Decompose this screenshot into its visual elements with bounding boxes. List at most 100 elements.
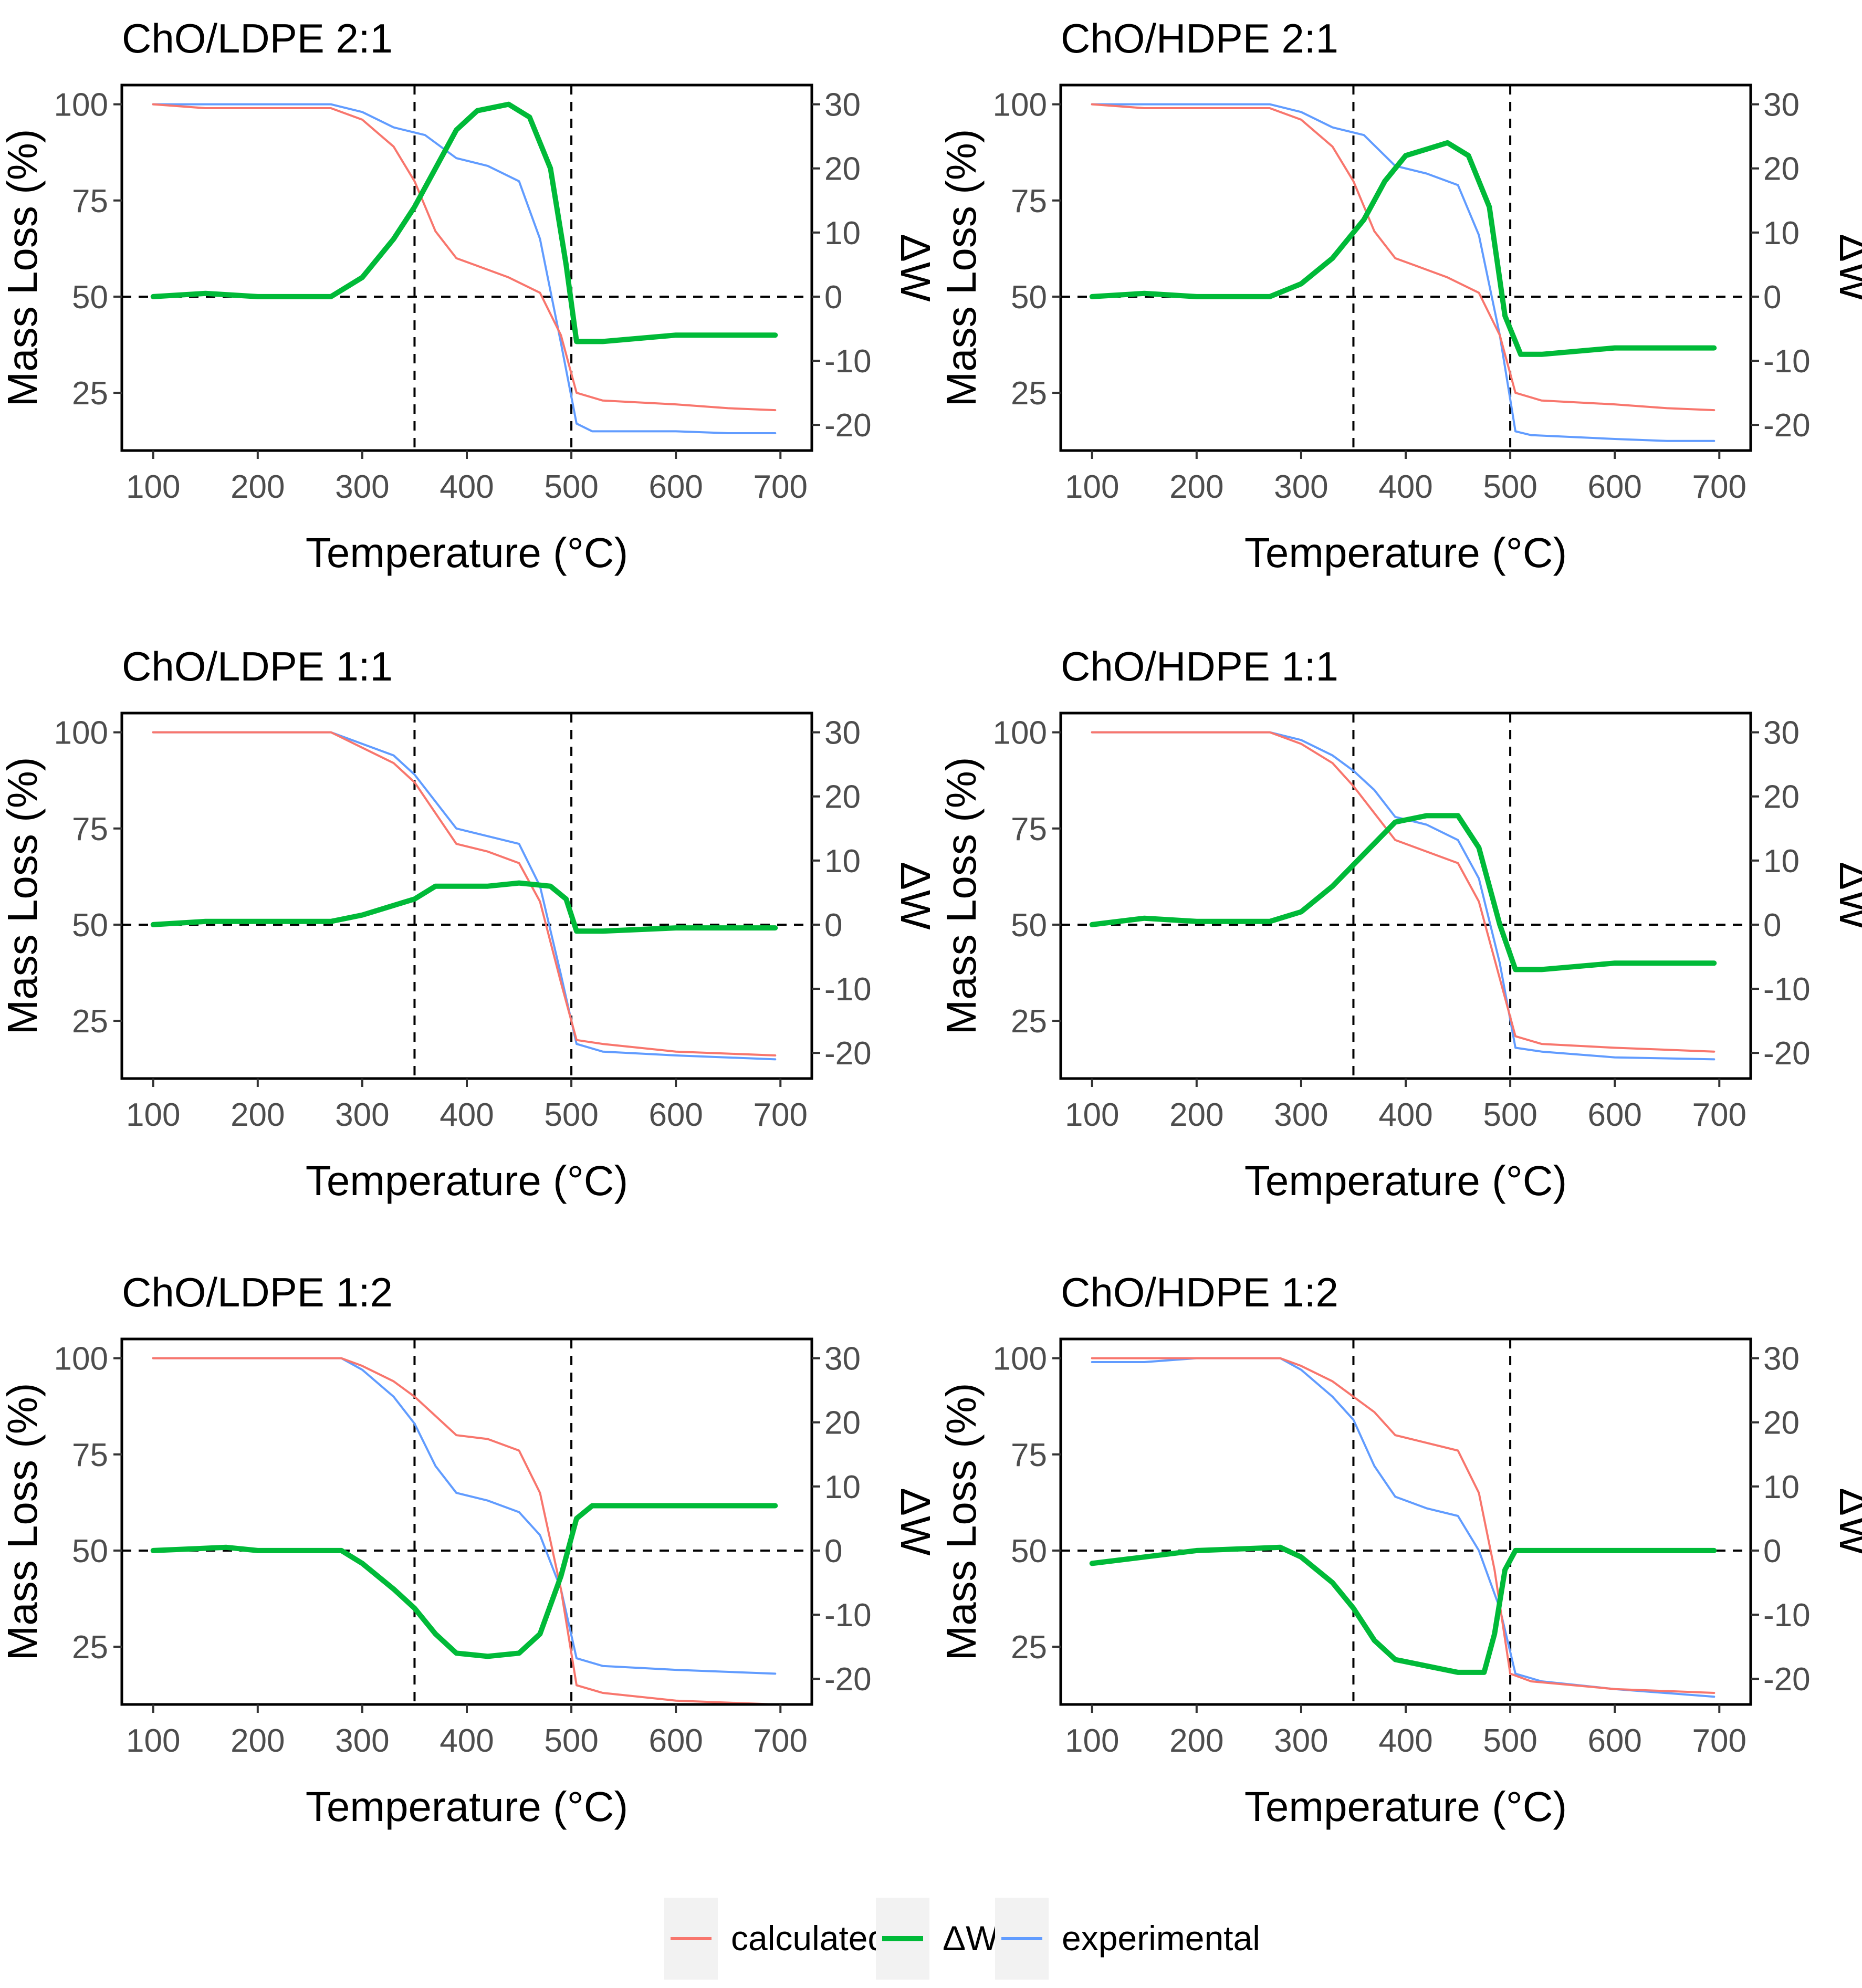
- y2-tick-label: 0: [824, 907, 842, 944]
- y-axis-label: Mass Loss (%): [938, 757, 985, 1035]
- y2-tick-label: 30: [824, 715, 861, 751]
- y-tick-label: 75: [1011, 183, 1047, 219]
- x-tick-label: 500: [1483, 1097, 1537, 1133]
- y2-tick-label: 30: [824, 87, 861, 123]
- x-tick-label: 600: [648, 469, 703, 505]
- panel-title: ChO/HDPE 1:1: [1061, 643, 1338, 689]
- x-tick-label: 300: [1274, 469, 1328, 505]
- series-line-delta-w: [1089, 1544, 1717, 1675]
- x-axis-label: Temperature (°C): [306, 1157, 628, 1204]
- x-axis-label: Temperature (°C): [306, 529, 628, 576]
- y2-tick-label: 30: [1763, 715, 1800, 751]
- y2-tick-label: 30: [1763, 1341, 1800, 1377]
- y-tick-label: 100: [993, 715, 1047, 751]
- x-tick-label: 600: [1587, 1723, 1641, 1759]
- panel-title: ChO/HDPE 1:2: [1061, 1269, 1338, 1315]
- y2-tick-label: 10: [824, 1469, 861, 1505]
- y2-axis-label: ΔW: [1831, 862, 1862, 930]
- y-tick-label: 75: [1011, 811, 1047, 847]
- y2-axis-label: ΔW: [892, 234, 939, 302]
- series-line-delta-w: [150, 1503, 778, 1659]
- x-tick-label: 400: [440, 1723, 494, 1759]
- x-tick-label: 400: [1378, 1097, 1432, 1133]
- legend-item-experimental: experimental: [995, 1898, 1260, 1980]
- y2-tick-label: 0: [824, 279, 842, 316]
- legend: calculated ΔW experimental: [664, 1898, 1260, 1980]
- y-tick-label: 25: [1011, 1003, 1047, 1040]
- y2-axis-label: ΔW: [1831, 234, 1862, 302]
- y-tick-label: 100: [993, 87, 1047, 123]
- y2-tick-label: -20: [824, 1661, 872, 1698]
- x-tick-label: 400: [440, 469, 494, 505]
- y2-tick-label: 10: [824, 215, 861, 252]
- series-line-delta-w: [150, 101, 778, 344]
- legend-label: ΔW: [943, 1919, 999, 1958]
- panel-title: ChO/HDPE 2:1: [1061, 15, 1338, 61]
- y-axis-label: Mass Loss (%): [0, 129, 46, 407]
- x-tick-label: 700: [1692, 469, 1746, 505]
- y-tick-label: 50: [72, 279, 108, 316]
- series-line-experimental: [1091, 731, 1715, 1061]
- y-axis-label: Mass Loss (%): [0, 757, 46, 1035]
- x-tick-label: 500: [1483, 1723, 1537, 1759]
- x-tick-label: 100: [1065, 1723, 1119, 1759]
- y-tick-label: 50: [1011, 1533, 1047, 1570]
- legend-item-delta-w: ΔW: [876, 1898, 999, 1980]
- y2-tick-label: 0: [1763, 1533, 1781, 1570]
- x-tick-label: 100: [126, 469, 180, 505]
- series-line-calculated: [1091, 731, 1715, 1053]
- y-tick-label: 25: [1011, 1629, 1047, 1666]
- x-tick-label: 500: [544, 1097, 598, 1133]
- x-tick-label: 700: [754, 1723, 808, 1759]
- plot-border: [1059, 712, 1752, 1080]
- y2-tick-label: -20: [824, 1035, 872, 1072]
- plot-border: [120, 1337, 813, 1706]
- series-line-experimental: [152, 1357, 777, 1675]
- y2-tick-label: 10: [824, 843, 861, 880]
- series-line-calculated: [1091, 1357, 1715, 1694]
- x-axis-label: Temperature (°C): [1244, 1157, 1567, 1204]
- y2-tick-label: 10: [1763, 843, 1800, 880]
- y-tick-label: 100: [54, 715, 108, 751]
- panel-title: ChO/LDPE 1:1: [122, 643, 393, 689]
- y2-tick-label: 20: [824, 1405, 861, 1441]
- panel-title: ChO/LDPE 2:1: [122, 15, 393, 61]
- x-tick-label: 600: [648, 1097, 703, 1133]
- y-tick-label: 100: [993, 1341, 1047, 1377]
- y2-tick-label: 30: [824, 1341, 861, 1377]
- y-tick-label: 75: [72, 811, 108, 847]
- y-tick-label: 25: [1011, 375, 1047, 412]
- x-tick-label: 100: [1065, 469, 1119, 505]
- x-tick-label: 200: [231, 1723, 285, 1759]
- y-axis-label: Mass Loss (%): [938, 1383, 985, 1661]
- panel-title: ChO/LDPE 1:2: [122, 1269, 393, 1315]
- plot-border: [1059, 83, 1752, 452]
- y-axis-label: Mass Loss (%): [0, 1383, 46, 1661]
- x-tick-label: 400: [440, 1097, 494, 1133]
- y2-tick-label: 20: [1763, 151, 1800, 187]
- x-tick-label: 300: [335, 1723, 389, 1759]
- y2-tick-label: -20: [1763, 407, 1811, 444]
- plot-border: [120, 712, 813, 1080]
- x-tick-label: 100: [126, 1723, 180, 1759]
- x-tick-label: 700: [754, 469, 808, 505]
- x-tick-label: 100: [1065, 1097, 1119, 1133]
- x-tick-label: 700: [1692, 1723, 1746, 1759]
- x-tick-label: 500: [1483, 469, 1537, 505]
- x-tick-label: 500: [544, 469, 598, 505]
- x-axis-label: Temperature (°C): [306, 1783, 628, 1830]
- plot-border: [120, 83, 813, 452]
- y-axis-label: Mass Loss (%): [938, 129, 985, 407]
- y2-tick-label: 0: [824, 1533, 842, 1570]
- series-line-calculated: [152, 731, 777, 1056]
- y2-tick-label: 10: [1763, 215, 1800, 252]
- y2-tick-label: -20: [824, 407, 872, 444]
- y2-tick-label: 10: [1763, 1469, 1800, 1505]
- x-tick-label: 200: [1169, 469, 1223, 505]
- y2-tick-label: -10: [824, 971, 872, 1008]
- y-tick-label: 50: [1011, 907, 1047, 944]
